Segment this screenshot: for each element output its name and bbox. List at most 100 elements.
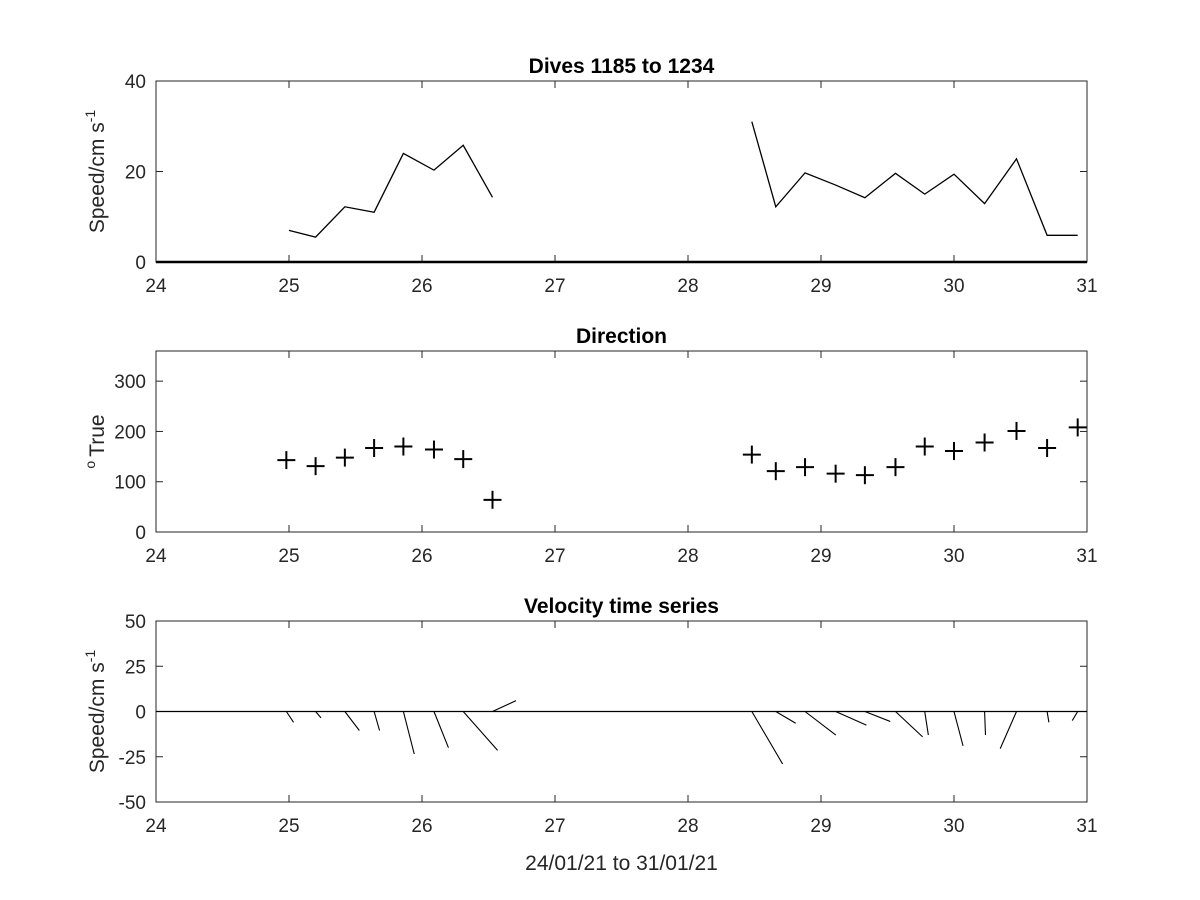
ytick-label: 50 [125,612,146,633]
velocity-stick [1046,711,1050,723]
direction-marker [1068,418,1087,437]
ytick-label: -25 [119,748,146,769]
velocity-sticks [156,700,1087,765]
velocity-ylabel: Speed/cm s-1 [82,650,109,774]
velocity-xlabel: 24/01/21 to 31/01/21 [525,852,718,875]
xtick-label: 30 [943,816,964,837]
direction-marker [335,448,354,467]
direction-marker [945,442,963,461]
ytick-label: -50 [119,793,146,814]
velocity-stick [864,710,891,722]
velocity-stick [953,711,964,747]
xtick-label: 31 [1076,816,1097,837]
direction-yticks: 0 100 200 300 [114,372,1087,544]
xtick-label: 30 [943,546,964,567]
speed-line-1 [751,121,1078,236]
direction-marker [975,433,994,452]
xtick-label: 29 [810,276,831,297]
xtick-label: 26 [411,276,432,297]
xtick-label: 26 [411,546,432,567]
velocity-stick [775,711,796,724]
xtick-label: 30 [943,276,964,297]
direction-marker [306,457,325,476]
velocity-stick [402,711,415,755]
velocity-stick [433,711,449,748]
velocity-stick [984,711,987,736]
direction-marker [1038,439,1057,458]
speed-xticks: 24 25 26 27 28 29 30 31 [145,81,1098,297]
xtick-label: 24 [145,276,167,297]
xtick-label: 29 [810,546,831,567]
velocity-stick [751,711,784,765]
velocity-stick [373,711,381,731]
direction-panel: Direction oTrue 24 25 26 27 28 29 30 31 0 100 200… [82,325,1098,567]
xtick-label: 26 [411,816,432,837]
velocity-stick [1071,711,1079,721]
xtick-label: 31 [1076,546,1097,567]
speed-line-0 [288,144,494,238]
speed-panel: Dives 1185 to 1234 Speed/cm s-1 24 25 26 27… [82,55,1098,297]
velocity-stick [895,711,924,738]
velocity-stick [462,711,499,751]
ytick-label: 25 [125,657,146,678]
xtick-label: 27 [544,276,565,297]
ytick-label: 0 [135,703,146,724]
direction-marker [796,458,815,477]
ytick-label: 0 [135,523,146,544]
velocity-xticks: 24 25 26 27 28 29 30 31 [145,621,1098,837]
ytick-label: 0 [135,253,146,274]
direction-marker [277,451,296,470]
speed-yticks: 0 20 40 [125,72,1087,274]
velocity-stick [804,711,837,736]
direction-marker [365,439,384,458]
direction-marker [483,490,502,509]
ytick-label: 300 [114,372,146,393]
xtick-label: 27 [544,816,565,837]
xtick-label: 28 [677,816,698,837]
xtick-label: 25 [278,276,299,297]
xtick-label: 24 [145,816,167,837]
direction-marker [424,440,443,459]
speed-series [156,121,1087,264]
velocity-title: Velocity time series [524,595,719,618]
velocity-stick [999,711,1018,749]
velocity-stick [315,711,322,719]
speed-axes-box [155,80,1088,263]
velocity-stick [344,711,360,731]
ytick-label: 20 [125,163,146,184]
xtick-label: 27 [544,546,565,567]
direction-marker [454,450,473,469]
ytick-label: 40 [125,72,146,93]
direction-marker [915,437,934,456]
velocity-stick [492,700,517,712]
xtick-label: 28 [677,546,698,567]
xtick-label: 29 [810,816,831,837]
ytick-label: 100 [114,473,146,494]
xtick-label: 24 [145,546,167,567]
direction-axes-box [155,350,1088,533]
speed-ylabel: Speed/cm s-1 [82,110,109,234]
direction-xticks: 24 25 26 27 28 29 30 31 [145,351,1098,567]
direction-ylabel: oTrue [82,414,109,468]
direction-marker [766,462,785,481]
velocity-panel: Velocity time series Speed/cm s-1 24/01/… [82,595,1098,875]
ytick-label: 200 [114,422,146,443]
direction-marker [855,466,874,485]
direction-marker [1007,421,1026,440]
direction-marker [394,437,413,456]
velocity-stick [835,710,867,726]
direction-marker [886,458,905,477]
velocity-stick [285,711,295,723]
xtick-label: 25 [278,816,299,837]
xtick-label: 31 [1076,276,1097,297]
xtick-label: 28 [677,276,698,297]
direction-title: Direction [576,325,667,348]
direction-markers [277,418,1087,509]
velocity-yticks: -50 -25 0 25 50 [119,612,1087,814]
speed-title: Dives 1185 to 1234 [529,55,715,78]
velocity-stick [924,711,929,736]
direction-marker [742,445,761,464]
direction-marker [826,464,845,483]
xtick-label: 25 [278,546,299,567]
